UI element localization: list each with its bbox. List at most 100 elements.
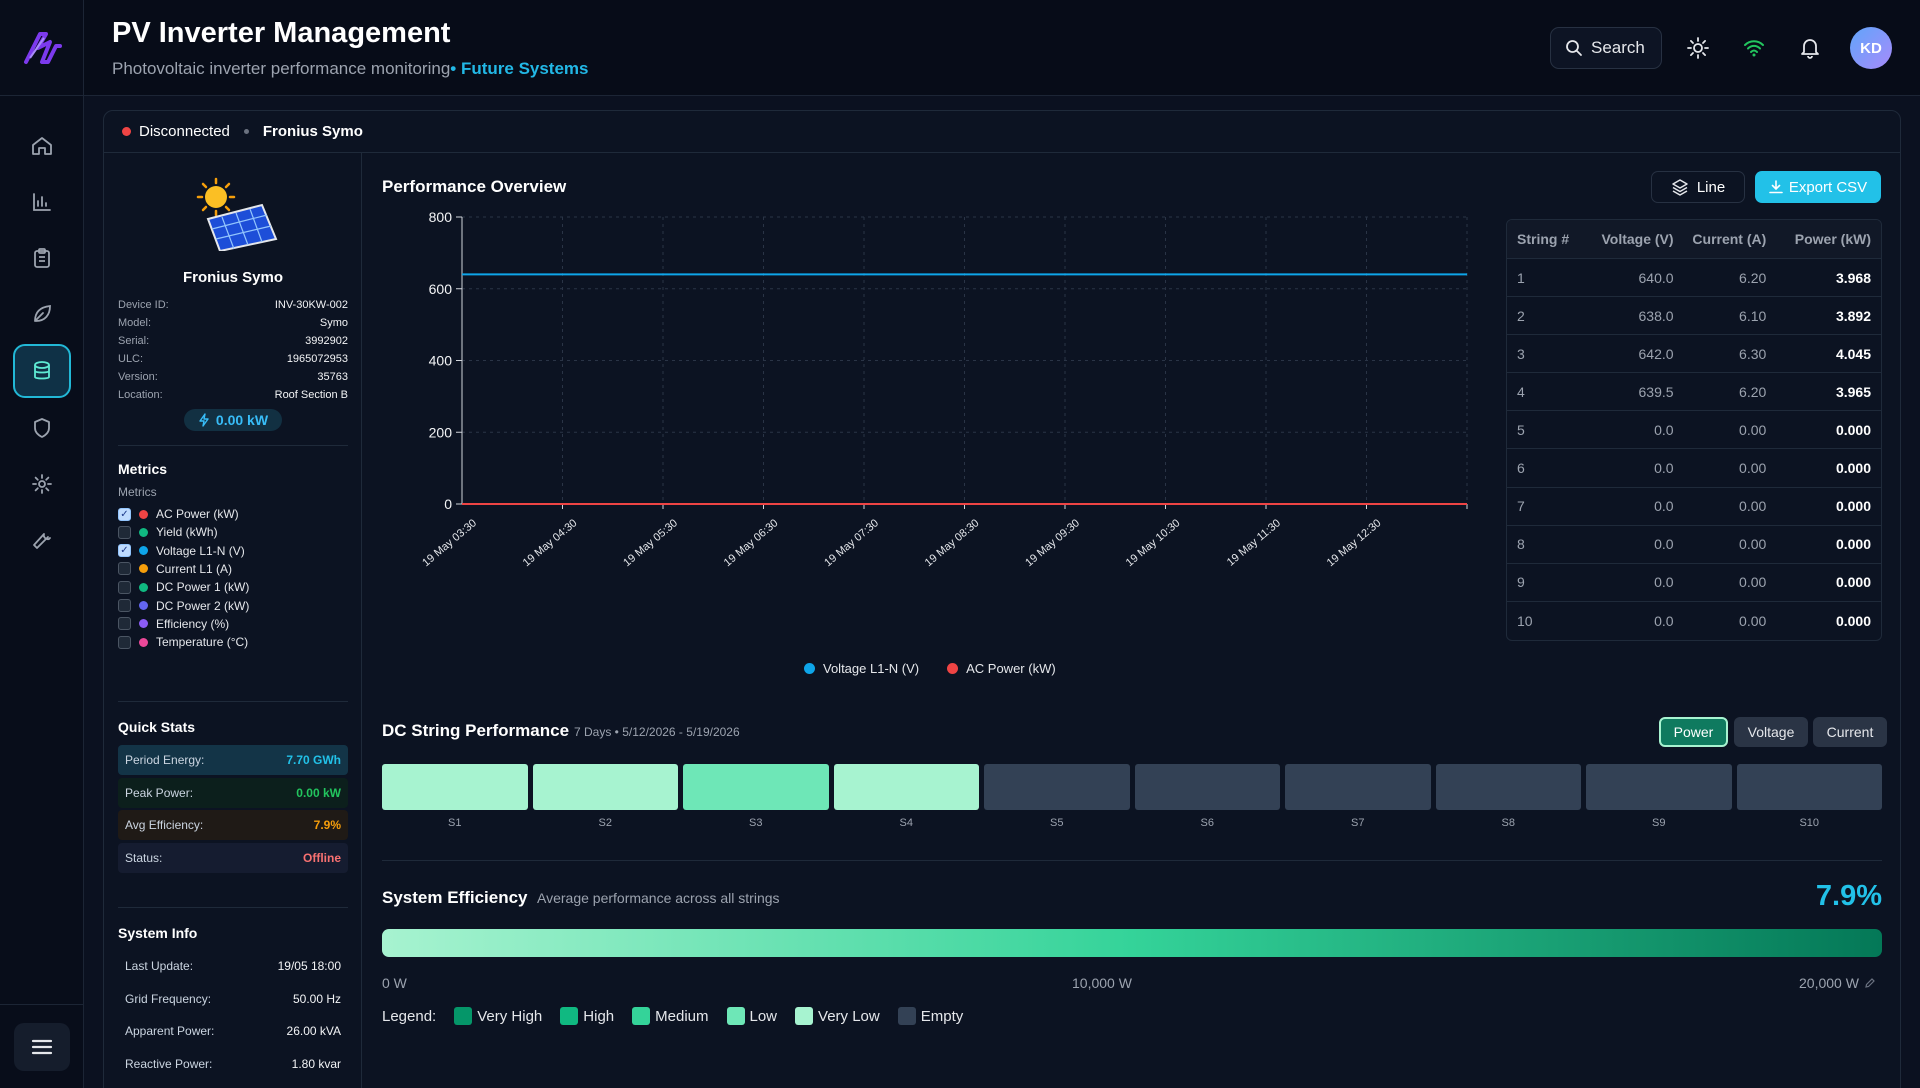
table-cell: 6.30 xyxy=(1739,345,1767,362)
divider xyxy=(118,445,348,446)
table-cell: 0.00 xyxy=(1739,460,1767,477)
table-cell: 0.000 xyxy=(1835,498,1872,515)
legend-swatch xyxy=(897,1007,916,1025)
gear-icon xyxy=(32,474,52,494)
string-cell[interactable] xyxy=(1586,764,1732,810)
menu-toggle-button[interactable] xyxy=(14,1022,70,1071)
table-row[interactable]: 5 0.0 0.00 0.000 xyxy=(1507,411,1881,450)
notifications-button[interactable] xyxy=(1792,30,1828,66)
metric-toggle[interactable]: ✓ Voltage L1-N (V) xyxy=(118,542,245,560)
toggle-current[interactable]: Current xyxy=(1813,717,1887,747)
table-cell: 0.00 xyxy=(1739,498,1767,515)
metric-toggle[interactable]: Temperature (°C) xyxy=(118,633,248,651)
string-cell[interactable] xyxy=(382,764,528,810)
string-cell[interactable] xyxy=(1134,764,1280,810)
string-cell[interactable] xyxy=(833,764,979,810)
y-tick-label: 800 xyxy=(429,209,453,225)
legend-swatch xyxy=(726,1007,745,1025)
table-row[interactable]: 4 639.5 6.20 3.965 xyxy=(1507,373,1881,412)
table-cell: 4.045 xyxy=(1835,345,1872,362)
wifi-icon xyxy=(1744,40,1764,57)
x-tick-label: 19 May 05:30 xyxy=(621,517,680,569)
divider xyxy=(118,701,348,702)
export-csv-button[interactable]: Export CSV xyxy=(1755,171,1881,203)
layers-icon xyxy=(1672,179,1688,196)
dc-string-daterange: 7 Days • 5/12/2026 - 5/19/2026 xyxy=(574,725,740,739)
string-cell[interactable] xyxy=(683,764,829,810)
legend-item[interactable]: Voltage L1-N (V) xyxy=(804,661,919,676)
table-cell: 1 xyxy=(1517,269,1525,286)
table-row[interactable]: 2 638.0 6.10 3.892 xyxy=(1507,297,1881,336)
theme-toggle-button[interactable] xyxy=(1680,30,1716,66)
info-value: 19/05 18:00 xyxy=(277,959,341,973)
app-logo[interactable] xyxy=(0,0,84,96)
table-row[interactable]: 7 0.0 0.00 0.000 xyxy=(1507,488,1881,526)
nav-database[interactable] xyxy=(13,344,71,398)
stat-label: Period Energy: xyxy=(125,753,205,767)
checkbox[interactable]: ✓ xyxy=(118,544,131,558)
metric-toggle[interactable]: Current L1 (A) xyxy=(118,560,232,578)
power-badge: 0.00 kW xyxy=(184,409,282,431)
toggle-power[interactable]: Power xyxy=(1659,717,1728,747)
system-info-row: Last Update: 19/05 18:00 xyxy=(118,951,348,981)
string-cell[interactable] xyxy=(1736,764,1882,810)
column-header: Voltage (V) xyxy=(1601,231,1674,247)
metric-toggle[interactable]: ✓ AC Power (kW) xyxy=(118,505,239,523)
checkbox[interactable] xyxy=(118,635,131,649)
lightning-logo-icon xyxy=(24,31,62,64)
string-cell[interactable] xyxy=(1435,764,1581,810)
efficiency-gradient-bar xyxy=(382,929,1882,957)
edit-icon[interactable] xyxy=(1864,977,1876,989)
metric-toggle[interactable]: Yield (kWh) xyxy=(118,523,218,541)
nav-analytics[interactable] xyxy=(12,176,72,228)
table-cell: 3.892 xyxy=(1835,307,1872,324)
string-cell[interactable] xyxy=(1285,764,1431,810)
connectivity-button[interactable] xyxy=(1736,30,1772,66)
table-row[interactable]: 6 0.0 0.00 0.000 xyxy=(1507,449,1881,488)
nav-security[interactable] xyxy=(12,402,72,454)
checkbox[interactable] xyxy=(118,580,131,594)
checkbox[interactable] xyxy=(118,599,131,612)
legend-swatch xyxy=(632,1007,651,1025)
nav-tools[interactable] xyxy=(12,514,72,566)
string-cell[interactable] xyxy=(532,764,678,810)
x-tick-label: 19 May 09:30 xyxy=(1023,517,1082,569)
legend-item[interactable]: AC Power (kW) xyxy=(947,661,1056,676)
checkbox[interactable]: ✓ xyxy=(118,507,131,521)
field-value: INV-30KW-002 xyxy=(274,299,348,311)
nav-reports[interactable] xyxy=(12,232,72,284)
toggle-voltage[interactable]: Voltage xyxy=(1734,717,1808,747)
table-cell: 3.965 xyxy=(1835,383,1872,400)
checkbox[interactable] xyxy=(118,525,131,539)
table-row[interactable]: 10 0.0 0.00 0.000 xyxy=(1507,602,1881,640)
table-row[interactable]: 3 642.0 6.30 4.045 xyxy=(1507,335,1881,374)
metric-label: Temperature (°C) xyxy=(156,635,249,650)
metric-toggle[interactable]: DC Power 1 (kW) xyxy=(118,578,249,596)
legend-swatch xyxy=(454,1007,473,1025)
table-cell: 10 xyxy=(1517,612,1533,629)
search-button[interactable]: Search xyxy=(1550,27,1662,69)
checkbox[interactable] xyxy=(118,562,131,576)
chart-type-button[interactable]: Line xyxy=(1651,171,1745,203)
legend-item: Very High xyxy=(454,1007,542,1025)
metric-toggle[interactable]: DC Power 2 (kW) xyxy=(118,597,249,615)
database-icon xyxy=(34,361,50,380)
nav-eco[interactable] xyxy=(12,288,72,340)
checkbox[interactable] xyxy=(118,617,131,631)
metric-toggle[interactable]: Efficiency (%) xyxy=(118,615,229,633)
legend-label: High xyxy=(583,1008,615,1025)
table-row[interactable]: 9 0.0 0.00 0.000 xyxy=(1507,564,1881,602)
column-header: Power (kW) xyxy=(1794,231,1872,247)
string-label: S7 xyxy=(1351,817,1365,829)
nav-home[interactable] xyxy=(12,120,72,172)
performance-chart[interactable]: 0 200 400 600 800 19 May 03:30 19 May 04:30 19 … xyxy=(382,209,1487,653)
table-cell: 0.0 xyxy=(1654,421,1674,438)
string-label: S5 xyxy=(1050,817,1064,829)
string-cell[interactable] xyxy=(984,764,1130,810)
nav-settings[interactable] xyxy=(12,458,72,510)
x-tick-label: 19 May 07:30 xyxy=(822,517,881,569)
y-tick-label: 400 xyxy=(429,353,453,369)
user-avatar[interactable]: KD xyxy=(1850,27,1892,69)
table-row[interactable]: 8 0.0 0.00 0.000 xyxy=(1507,526,1881,564)
table-row[interactable]: 1 640.0 6.20 3.968 xyxy=(1507,259,1881,298)
